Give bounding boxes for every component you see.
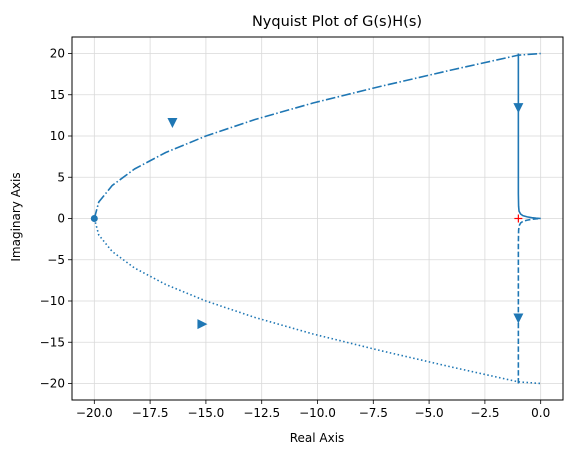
y-tick-label: 20 — [50, 47, 65, 61]
x-tick-label: −2.5 — [470, 406, 499, 420]
y-tick-label: 5 — [57, 170, 65, 184]
series-solid-line — [517, 53, 541, 220]
chart-title: Nyquist Plot of G(s)H(s) — [252, 14, 422, 30]
direction-arrow-marker — [167, 117, 178, 128]
y-tick-label: −20 — [40, 377, 65, 391]
y-tick-label: 15 — [50, 88, 65, 102]
critical-point-marker — [514, 214, 523, 223]
marker-layer — [90, 103, 524, 330]
direction-arrow-marker — [197, 319, 208, 330]
tick-layer: −20.0 −17.5 −15.0 −12.5 −10.0 −7.5 −5.0 −2.5 0.0… — [40, 47, 551, 421]
y-tick-label: 10 — [50, 129, 65, 143]
y-tick-label: −10 — [40, 294, 65, 308]
y-tick-label: −15 — [40, 335, 65, 349]
x-tick-label: −20.0 — [76, 406, 113, 420]
y-axis-label: Imaginary Axis — [9, 172, 23, 261]
x-tick-label: −12.5 — [243, 406, 280, 420]
x-axis-label: Real Axis — [290, 431, 345, 445]
direction-arrow-marker — [513, 103, 524, 114]
series-layer — [93, 52, 541, 385]
direction-arrow-marker — [513, 313, 524, 324]
x-tick-label: 0.0 — [531, 406, 550, 420]
start-point-marker — [90, 215, 98, 222]
series-dashed-line — [517, 217, 541, 384]
y-tick-label: −5 — [47, 253, 65, 267]
x-tick-label: −5.0 — [415, 406, 444, 420]
x-tick-label: −15.0 — [188, 406, 225, 420]
y-tick-label: 0 — [57, 212, 65, 226]
x-tick-label: −7.5 — [359, 406, 388, 420]
x-tick-label: −10.0 — [299, 406, 336, 420]
series-dashdot-line — [93, 52, 541, 219]
grid — [72, 37, 563, 400]
x-tick-label: −17.5 — [132, 406, 169, 420]
